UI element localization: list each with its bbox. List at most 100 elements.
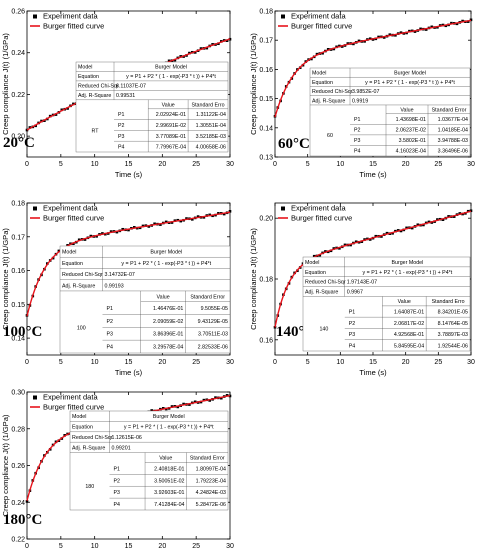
param-value: 7.41284E-04 (154, 502, 184, 508)
table-row-value: 0.9967 (347, 290, 363, 296)
table-value-header: Value (159, 456, 172, 462)
param-value: 2.06237E-02 (396, 128, 426, 134)
x-tick-label: 25 (434, 359, 442, 366)
x-tick-label: 15 (369, 359, 377, 366)
data-point (422, 223, 425, 227)
legend-label-experiment: Experiment data (43, 12, 98, 21)
data-point (419, 27, 422, 31)
param-value: 7.79967E-04 (156, 145, 186, 151)
fit-results-table: Model Burger Model Equation y = P1 + P2 * (… (302, 256, 471, 352)
x-tick-label: 5 (59, 543, 63, 550)
x-tick-label: 0 (273, 359, 277, 366)
param-error: 1.92544E-06 (438, 343, 468, 349)
param-error: 3.70511E-03 (198, 332, 228, 338)
data-point (458, 212, 462, 215)
data-point (441, 218, 445, 221)
data-point (352, 42, 355, 46)
param-error: 1.30551E-04 (196, 123, 226, 129)
y-tick-label: 0.24 (11, 500, 25, 507)
data-point (354, 240, 358, 244)
table-row-label: Reduced Chi-Sqr (305, 280, 346, 286)
data-point (214, 396, 217, 399)
table-row-label: Adj. R-Square (312, 98, 345, 104)
table-error-header: Standard Erro (432, 299, 465, 305)
y-axis-label: Creep compliance J(t) (1/GPa) (1, 33, 10, 135)
table-row-label: Model (62, 250, 76, 256)
y-tick-label: 0.20 (11, 134, 25, 141)
param-name: P3 (118, 134, 125, 140)
y-axis-label: Creep compliance J(t) (1/GPa) (1, 414, 10, 516)
data-point (338, 247, 341, 250)
table-row-value: 0.9919 (352, 98, 368, 104)
table-row-label: Adj. R-Square (305, 290, 338, 296)
data-point (228, 210, 232, 213)
y-tick-label: 0.14 (259, 125, 273, 132)
data-point (222, 212, 226, 216)
legend-marker-experiment (33, 14, 37, 19)
x-tick-label: 15 (369, 161, 377, 168)
x-tick-label: 30 (226, 161, 234, 168)
data-point (199, 47, 203, 50)
param-name: P4 (118, 145, 125, 151)
data-point (77, 238, 81, 242)
chart-panel-1: 0 5 10 15 20 25 30 0.20 0.22 0.24 0.26 Time (s) Cree… (1, 9, 234, 180)
data-point (109, 230, 113, 233)
table-row-value: y = P1 + P2 * ( 1 - exp(-P3 * t )) + P4*… (365, 80, 455, 86)
data-point (461, 19, 464, 23)
x-tick-label: 10 (336, 359, 344, 366)
table-error-header: Standard Error (432, 107, 467, 113)
data-point (357, 39, 361, 43)
data-point (382, 36, 386, 39)
x-tick-label: 25 (434, 161, 442, 168)
table-row-value: 1.12615E-06 (112, 435, 142, 441)
x-tick-label: 20 (402, 161, 410, 168)
data-point (167, 59, 171, 63)
param-value: 3.5802E-01 (399, 138, 426, 144)
y-tick-label: 0.18 (259, 9, 273, 16)
data-point (127, 228, 130, 232)
data-point (176, 405, 180, 409)
legend-label-experiment: Experiment data (43, 204, 98, 213)
data-point (413, 30, 417, 33)
x-tick-label: 30 (226, 359, 234, 366)
table-group-label: 60 (327, 133, 333, 139)
data-point (332, 247, 336, 250)
data-point (385, 231, 389, 235)
data-point (452, 215, 456, 218)
data-point (25, 500, 29, 503)
data-point (343, 243, 347, 247)
y-tick-label: 0.16 (259, 337, 273, 344)
param-value: 3.50051E-02 (154, 478, 184, 484)
data-point (424, 28, 428, 31)
param-name: P1 (118, 112, 125, 118)
data-point (193, 51, 197, 54)
x-axis-label: Time (s) (115, 170, 143, 179)
x-tick-label: 25 (192, 359, 200, 366)
data-point (450, 21, 453, 25)
param-error: 1.80997E-04 (196, 466, 226, 472)
data-point (147, 225, 151, 228)
table-frame (59, 245, 231, 354)
x-tick-label: 30 (467, 359, 475, 366)
data-point (469, 18, 473, 22)
data-point (399, 229, 403, 233)
table-row-label: Model (72, 414, 86, 420)
param-name: P1 (354, 117, 361, 123)
y-axis-label: Creep compliance J(t) (1/GPa) (249, 33, 258, 135)
x-tick-label: 15 (125, 359, 133, 366)
fit-results-table: Model Burger Model Equation y = P1 + P2 * (… (309, 67, 471, 157)
param-error: 9.43129E-05 (198, 319, 228, 325)
data-point (208, 399, 211, 402)
x-tick-label: 10 (91, 359, 99, 366)
param-value: 5.84595E-04 (394, 343, 424, 349)
data-point (89, 234, 93, 238)
table-row-value: 3.9852E-07 (352, 89, 379, 95)
param-error: 8.14764E-05 (438, 321, 468, 327)
temperature-label: 100°C (3, 324, 42, 340)
table-row-value: 3.14732E-07 (105, 272, 135, 278)
x-tick-label: 5 (59, 359, 63, 366)
table-value-header: Value (156, 294, 169, 300)
data-point (173, 58, 177, 62)
data-point (28, 126, 32, 129)
